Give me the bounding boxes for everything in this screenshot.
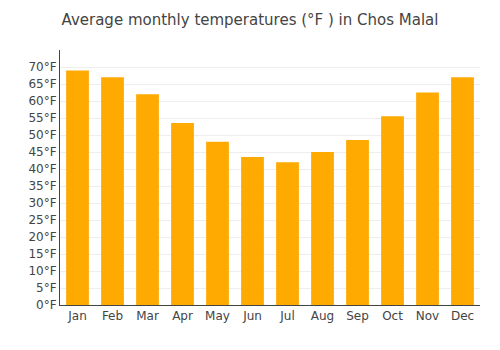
svg-text:10°F: 10°F xyxy=(28,264,56,278)
svg-text:65°F: 65°F xyxy=(28,77,56,91)
svg-text:Mar: Mar xyxy=(136,309,159,323)
svg-text:Oct: Oct xyxy=(382,309,403,323)
svg-text:40°F: 40°F xyxy=(28,162,56,176)
svg-text:30°F: 30°F xyxy=(28,196,56,210)
svg-text:50°F: 50°F xyxy=(28,128,56,142)
svg-text:May: May xyxy=(205,309,230,323)
svg-text:Jul: Jul xyxy=(279,309,294,323)
svg-text:Sep: Sep xyxy=(346,309,369,323)
svg-text:55°F: 55°F xyxy=(28,111,56,125)
svg-text:Aug: Aug xyxy=(311,309,334,323)
svg-text:5°F: 5°F xyxy=(36,281,57,295)
svg-text:Feb: Feb xyxy=(102,309,123,323)
svg-text:Apr: Apr xyxy=(172,309,193,323)
svg-text:Nov: Nov xyxy=(416,309,439,323)
svg-text:Jun: Jun xyxy=(242,309,262,323)
svg-text:35°F: 35°F xyxy=(28,179,56,193)
svg-text:Dec: Dec xyxy=(451,309,474,323)
svg-text:25°F: 25°F xyxy=(28,213,56,227)
svg-text:45°F: 45°F xyxy=(28,145,56,159)
svg-text:70°F: 70°F xyxy=(28,60,56,74)
svg-text:0°F: 0°F xyxy=(36,298,57,312)
svg-text:15°F: 15°F xyxy=(28,247,56,261)
svg-text:20°F: 20°F xyxy=(28,230,56,244)
svg-text:Jan: Jan xyxy=(67,309,87,323)
svg-text:60°F: 60°F xyxy=(28,94,56,108)
svg-text:Average monthly temperatures (: Average monthly temperatures (°F ) in Ch… xyxy=(62,11,439,29)
